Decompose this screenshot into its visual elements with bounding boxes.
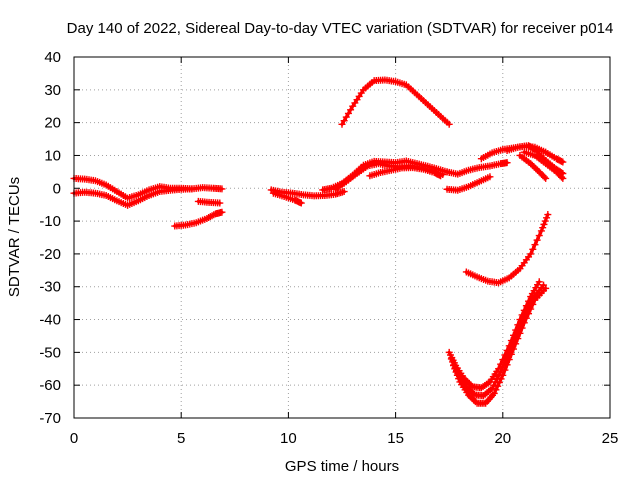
data-point: [507, 343, 515, 351]
data-point: [338, 120, 346, 128]
x-tick-label: 5: [177, 430, 185, 447]
data-point: [540, 281, 548, 289]
x-tick-label: 25: [602, 430, 619, 447]
series-arc-15: [520, 148, 567, 182]
data-point: [216, 199, 224, 207]
series-arc-16: [516, 151, 550, 182]
data-point: [540, 220, 548, 228]
axis-ticks: 0 5 10 15 20 25 -70 -60 -50 -40 -30 -20 -10 0 10 20 30 40: [39, 49, 618, 447]
series-arc-09: [443, 159, 511, 178]
series-arc-03: [194, 197, 224, 207]
series-arc-06: [269, 189, 305, 207]
data-point: [522, 308, 530, 316]
data-point: [514, 328, 522, 336]
data-point: [537, 227, 545, 235]
data-point: [540, 173, 548, 181]
y-tick-label: 10: [44, 147, 61, 164]
data-point: [544, 211, 552, 219]
data-point: [218, 185, 226, 193]
data-point: [497, 368, 505, 376]
data-point: [558, 173, 566, 181]
y-tick-label: -50: [39, 344, 61, 361]
y-tick-label: 20: [44, 115, 61, 132]
series-arc-02: [70, 185, 196, 209]
data-point: [510, 338, 518, 346]
data-point: [342, 113, 350, 121]
series-arc-10: [366, 164, 445, 180]
data-point: [437, 172, 445, 180]
data-point: [541, 217, 549, 225]
data-point: [445, 120, 453, 128]
data-point: [527, 299, 535, 307]
data-point: [520, 313, 528, 321]
grid: [74, 57, 610, 418]
x-tick-label: 20: [494, 430, 511, 447]
data-point: [499, 363, 507, 371]
data-series: [70, 76, 567, 407]
y-tick-label: -40: [39, 312, 61, 329]
data-point: [542, 174, 550, 182]
data-point: [340, 117, 348, 125]
plot-frame: [73, 56, 611, 419]
data-point: [529, 245, 537, 253]
data-point: [527, 250, 535, 258]
data-point: [347, 106, 355, 114]
data-point: [559, 158, 567, 166]
x-tick-label: 0: [70, 430, 78, 447]
data-point: [516, 322, 524, 330]
data-point: [501, 358, 509, 366]
data-point: [559, 174, 567, 182]
series-arc-04: [171, 208, 226, 230]
chart-title: Day 140 of 2022, Sidereal Day-to-day VTE…: [67, 20, 614, 37]
data-point: [531, 241, 539, 249]
data-point: [218, 208, 226, 216]
data-point: [533, 236, 541, 244]
x-axis-title: GPS time / hours: [285, 458, 399, 475]
series-arc-12: [338, 76, 453, 128]
y-tick-label: -70: [39, 410, 61, 427]
data-point: [543, 214, 551, 222]
series-arc-17: [462, 211, 552, 287]
y-tick-label: -10: [39, 213, 61, 230]
data-point: [539, 224, 547, 232]
data-point: [525, 303, 533, 311]
y-axis-title: SDTVAR / TECUs: [6, 177, 23, 297]
data-point: [535, 232, 543, 240]
data-point: [503, 159, 511, 167]
y-tick-label: -20: [39, 246, 61, 263]
data-point: [505, 348, 513, 356]
data-point: [486, 173, 494, 181]
data-point: [535, 278, 543, 286]
data-point: [344, 109, 352, 117]
data-point: [503, 353, 511, 361]
series-arc-11: [443, 173, 494, 194]
data-point: [188, 185, 196, 193]
series-arc-20: [447, 281, 548, 400]
y-tick-label: 40: [44, 49, 61, 66]
data-point: [494, 382, 502, 390]
data-point: [518, 317, 526, 325]
x-tick-label: 10: [280, 430, 297, 447]
y-tick-label: 0: [53, 180, 61, 197]
y-tick-label: 30: [44, 82, 61, 99]
data-point: [490, 389, 498, 397]
y-tick-label: -30: [39, 279, 61, 296]
data-point: [297, 199, 305, 207]
data-point: [512, 333, 520, 341]
x-tick-label: 15: [387, 430, 404, 447]
y-tick-label: -60: [39, 377, 61, 394]
data-point: [340, 188, 348, 196]
